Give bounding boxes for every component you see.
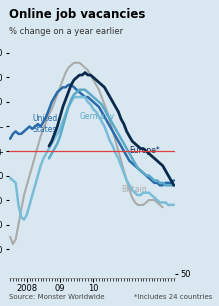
Text: Europe*: Europe* — [129, 146, 160, 155]
Text: % change on a year earlier: % change on a year earlier — [9, 27, 123, 36]
Text: Germany: Germany — [79, 112, 115, 121]
Text: United
States: United States — [32, 114, 58, 134]
Text: Britain: Britain — [121, 185, 147, 194]
Text: Online job vacancies: Online job vacancies — [9, 8, 145, 21]
Text: Source: Monster Worldwide: Source: Monster Worldwide — [9, 294, 104, 300]
Text: *Includes 24 countries: *Includes 24 countries — [134, 294, 212, 300]
